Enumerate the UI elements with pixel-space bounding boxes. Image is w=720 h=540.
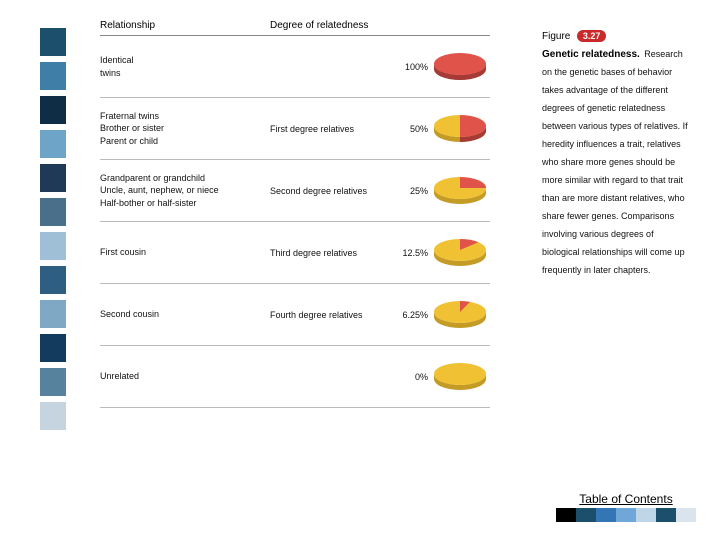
percent-cell: 6.25% <box>390 310 432 320</box>
pie-cell <box>432 361 488 393</box>
caption-title: Genetic relatedness. <box>542 49 640 60</box>
table-row: Identicaltwins 100% <box>100 36 490 98</box>
caption-text: Research on the genetic bases of behavio… <box>542 49 688 275</box>
percent-cell: 25% <box>390 186 432 196</box>
relationship-cell: Identicaltwins <box>100 54 270 78</box>
table-row: Fraternal twinsBrother or sisterParent o… <box>100 98 490 160</box>
table-of-contents[interactable]: Table of Contents <box>556 492 696 522</box>
col-header-relationship: Relationship <box>100 20 270 31</box>
relationship-cell: Grandparent or grandchildUncle, aunt, ne… <box>100 172 270 208</box>
table-row: Second cousinFourth degree relatives6.25… <box>100 284 490 346</box>
figure-caption: Figure 3.27 Genetic relatedness. Researc… <box>542 26 690 278</box>
relatedness-table: Relationship Degree of relatedness Ident… <box>100 20 490 408</box>
percent-cell: 12.5% <box>390 248 432 258</box>
percent-cell: 100% <box>390 62 432 72</box>
pie-cell <box>432 299 488 331</box>
toc-color-bar <box>556 508 696 522</box>
caption-body: Genetic relatedness. Research on the gen… <box>542 44 690 278</box>
relationship-cell: First cousin <box>100 246 270 258</box>
pie-cell <box>432 237 488 269</box>
degree-cell: Second degree relatives <box>270 186 390 196</box>
col-header-degree: Degree of relatedness <box>270 20 490 31</box>
pie-cell <box>432 51 488 83</box>
relationship-cell: Unrelated <box>100 370 270 382</box>
table-row: Grandparent or grandchildUncle, aunt, ne… <box>100 160 490 222</box>
percent-cell: 0% <box>390 372 432 382</box>
percent-cell: 50% <box>390 124 432 134</box>
table-row: First cousinThird degree relatives12.5% <box>100 222 490 284</box>
toc-link[interactable]: Table of Contents <box>556 492 696 506</box>
relationship-cell: Fraternal twinsBrother or sisterParent o… <box>100 110 270 146</box>
figure-word: Figure <box>542 31 570 42</box>
figure-number: 3.27 <box>577 30 607 42</box>
decorative-stripes <box>40 28 66 436</box>
table-row: Unrelated 0% <box>100 346 490 408</box>
figure-label: Figure 3.27 <box>542 26 690 44</box>
pie-cell <box>432 113 488 145</box>
table-header-row: Relationship Degree of relatedness <box>100 20 490 36</box>
degree-cell: Third degree relatives <box>270 248 390 258</box>
relationship-cell: Second cousin <box>100 308 270 320</box>
pie-cell <box>432 175 488 207</box>
degree-cell: First degree relatives <box>270 124 390 134</box>
degree-cell: Fourth degree relatives <box>270 310 390 320</box>
